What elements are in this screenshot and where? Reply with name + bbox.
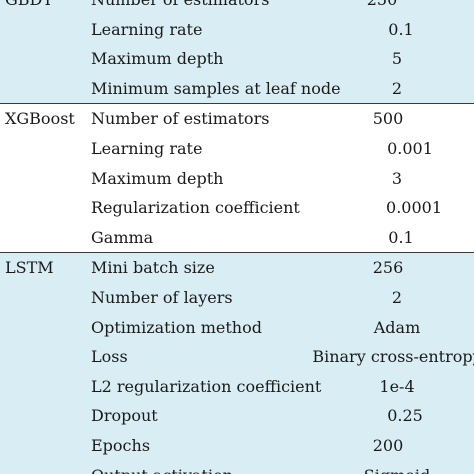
parameter-name: Minimum samples at leaf node [91, 78, 341, 98]
parameter-value: Sigmoid [364, 461, 430, 474]
parameter-name: Gamma [91, 227, 154, 247]
parameter-name: Mini batch size [91, 258, 215, 278]
parameter-name: Maximum depth [91, 49, 224, 69]
table-row: LSTM Mini batch size 256 [0, 252, 474, 283]
table-row: Maximum depth 3 [0, 163, 474, 194]
parameter-value: 5 [391, 49, 403, 69]
table-row: Learning rate 0.001 [0, 133, 474, 164]
parameter-name: Number of estimators [91, 0, 269, 15]
parameter-name: Output activation [91, 461, 233, 474]
parameter-value: 3 [391, 168, 403, 188]
parameter-name: Number of estimators [91, 109, 270, 129]
parameter-value: 250 [367, 0, 398, 15]
parameter-name: Loss [91, 347, 128, 367]
parameter-value: 1e-4 [379, 376, 415, 396]
parameter-name: Regularization coefficient [91, 198, 300, 218]
parameter-value: 0.0001 [386, 198, 442, 218]
parameter-name: Learning rate [91, 138, 203, 158]
parameter-name: Optimization method [91, 317, 262, 337]
table-row: Loss Binary cross-entropy [0, 342, 474, 372]
table-row: Regularization coefficient 0.0001 [0, 193, 474, 223]
parameter-value: Binary cross-entropy [312, 347, 474, 367]
table-row: XGBoost Number of estimators 500 [0, 103, 474, 134]
table-row: Dropout 0.25 [0, 401, 474, 431]
parameter-value: 256 [372, 258, 404, 278]
parameter-name: Learning rate [91, 19, 203, 39]
parameter-value: 2 [391, 78, 403, 98]
parameter-value: 0.001 [387, 138, 433, 158]
table-row: GBDT Number of estimators 250 [0, 0, 474, 15]
parameter-name: Maximum depth [91, 168, 224, 188]
table-row: Learning rate 0.1 [0, 14, 474, 45]
table-row: Gamma 0.1 [0, 222, 474, 253]
parameter-name: Dropout [91, 406, 158, 426]
table-row: Output activation Sigmoid [0, 460, 474, 474]
parameter-value: 2 [391, 287, 403, 307]
model-name-lstm: LSTM [5, 258, 54, 278]
parameter-value: 0.25 [387, 406, 423, 426]
parameter-name: Epochs [91, 435, 151, 455]
table-row: Number of layers 2 [0, 282, 474, 313]
parameter-value: 0.1 [388, 227, 414, 247]
table-row: Maximum depth 5 [0, 44, 474, 74]
parameter-name: Number of layers [91, 287, 233, 307]
table-row: Minimum samples at leaf node 2 [0, 73, 474, 104]
table-row: Optimization method Adam [0, 312, 474, 343]
parameter-value: 0.1 [388, 19, 414, 39]
model-name-xgboost: XGBoost [5, 109, 75, 129]
parameter-name: L2 regularization coefficient [91, 376, 322, 396]
parameter-value: 500 [372, 109, 404, 129]
table-row: L2 regularization coefficient 1e-4 [0, 371, 474, 402]
table-row: Epochs 200 [0, 430, 474, 461]
parameter-value: Adam [373, 317, 421, 337]
parameter-value: 200 [372, 435, 404, 455]
model-name-gbdt: GBDT [5, 0, 53, 15]
